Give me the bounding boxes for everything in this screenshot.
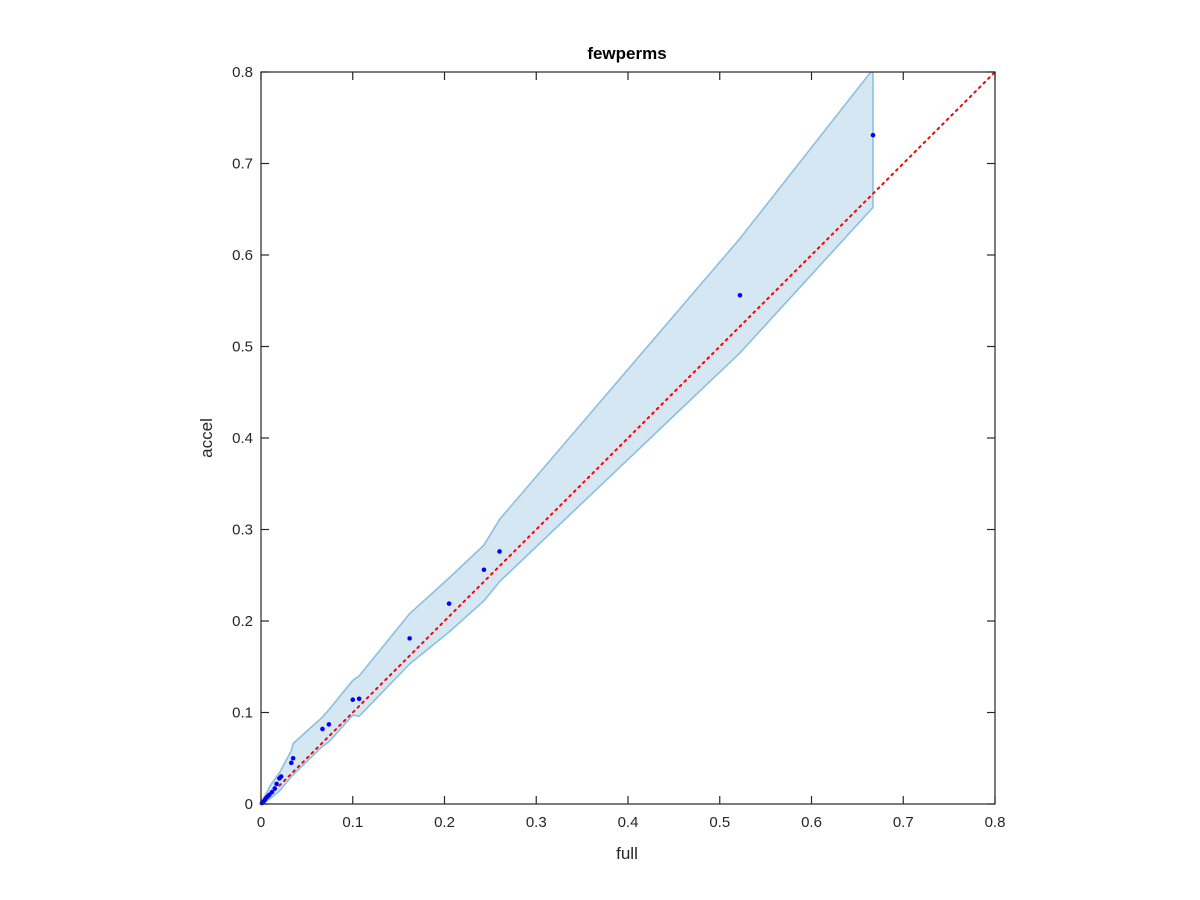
y-tick-label: 0.7 (232, 156, 253, 173)
y-tick-label: 0.6 (232, 247, 253, 264)
y-axis-label: accel (197, 418, 216, 458)
x-tick-label: 0 (257, 814, 265, 831)
x-tick-label: 0.6 (801, 814, 822, 831)
data-point (320, 726, 325, 732)
data-point (350, 697, 356, 702)
reference-line-layer (260, 71, 996, 805)
axes (260, 71, 996, 805)
data-point (407, 636, 412, 641)
y-tick-label: 0 (245, 796, 253, 813)
band-lower-edge (261, 206, 874, 804)
confidence-band (261, 72, 874, 804)
y-tick-label: 0.2 (232, 613, 253, 630)
y-tick-labels: 0 0.1 0.2 0.3 0.4 0.5 0.6 0.7 0.8 (232, 64, 253, 813)
band-upper-edge (261, 72, 872, 804)
data-point (497, 549, 502, 554)
y-tick-label: 0.5 (232, 339, 253, 356)
reference-line (260, 71, 996, 805)
data-point (290, 755, 296, 761)
x-tick-label: 0.8 (985, 814, 1006, 831)
x-axis-label: full (616, 844, 638, 863)
scatter-points (259, 132, 876, 806)
y-tick-label: 0.4 (232, 430, 253, 447)
x-tick-label: 0.4 (618, 814, 639, 831)
data-point (288, 760, 294, 766)
data-point (870, 132, 876, 138)
x-tick-label: 0.2 (434, 814, 455, 831)
x-tick-label: 0.5 (709, 814, 730, 831)
x-tick-label: 0.3 (526, 814, 547, 831)
data-point (481, 567, 487, 573)
data-point (356, 696, 362, 702)
y-tick-label: 0.8 (232, 64, 253, 81)
chart-title: fewperms (587, 44, 666, 63)
x-tick-label: 0.7 (893, 814, 914, 831)
data-point (272, 786, 278, 791)
data-point (269, 789, 275, 795)
y-tick-label: 0.3 (232, 522, 253, 539)
data-point (737, 292, 743, 298)
data-point (326, 722, 332, 727)
x-tick-labels: 0 0.1 0.2 0.3 0.4 0.5 0.6 0.7 0.8 (257, 814, 1006, 831)
data-point (446, 601, 452, 606)
y-tick-label: 0.1 (232, 705, 253, 722)
data-point (278, 774, 284, 779)
band-fill (261, 72, 873, 804)
data-point (274, 781, 279, 787)
x-tick-label: 0.1 (342, 814, 363, 831)
